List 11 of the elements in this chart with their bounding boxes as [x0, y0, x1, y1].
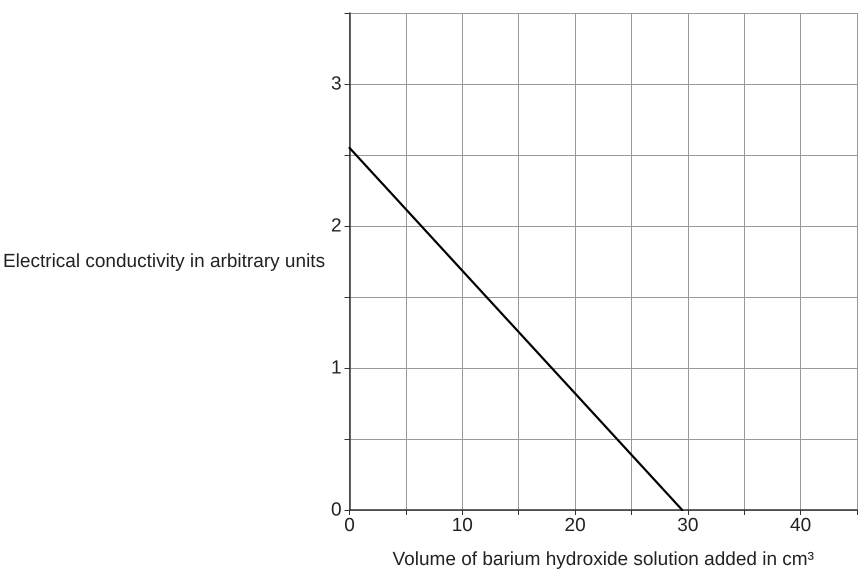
y-tick-label: 0 [330, 500, 342, 520]
x-tick-label: 20 [564, 515, 586, 536]
x-tick-label: 40 [790, 515, 812, 536]
x-tick-label: 30 [677, 515, 698, 536]
y-tick-label: 1 [330, 358, 342, 378]
y-tick-label: 2 [330, 216, 342, 236]
x-tick-label: 0 [344, 515, 355, 536]
x-axis-title: Volume of barium hydroxide solution added in cm³ [392, 549, 814, 570]
x-tick-label: 10 [452, 515, 473, 536]
y-axis-title: Electrical conductivity in arbitrary units [3, 251, 326, 272]
y-tick-label: 3 [330, 74, 342, 94]
